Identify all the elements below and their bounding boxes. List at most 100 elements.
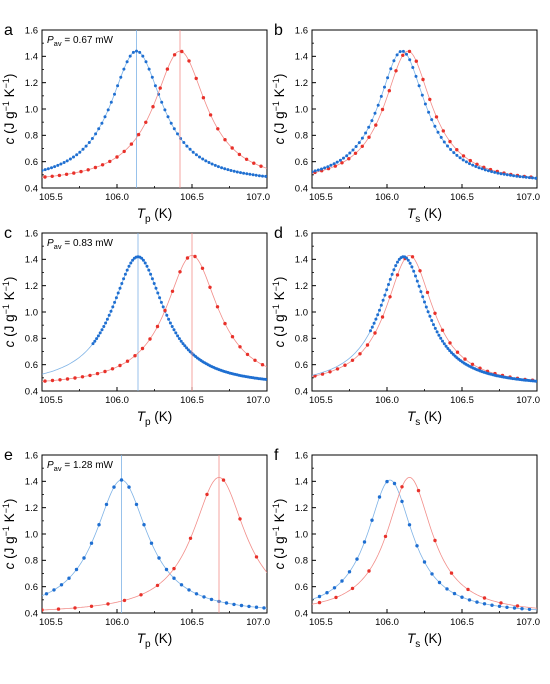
x-tick-label: 105.5 xyxy=(309,617,333,628)
data-point xyxy=(108,159,112,164)
data-point xyxy=(410,255,415,259)
data-point xyxy=(467,598,472,602)
data-point xyxy=(110,367,115,371)
data-point xyxy=(411,66,415,69)
fit-curve xyxy=(312,256,537,382)
fit-curve xyxy=(312,50,537,179)
data-point xyxy=(208,113,213,117)
data-point xyxy=(260,363,265,367)
data-point xyxy=(482,602,487,606)
data-point xyxy=(176,132,179,136)
x-tick-label: 107.0 xyxy=(516,617,540,628)
data-point xyxy=(424,305,428,309)
data-point xyxy=(502,172,506,176)
data-point xyxy=(59,162,63,166)
panel-c: 0.4 0.6 0.8 1.0 1.2 1.4 1.6 105.5 106.0 106.5 107.… xyxy=(1,225,270,428)
data-point xyxy=(483,168,487,172)
data-point xyxy=(332,162,336,166)
data-point xyxy=(496,171,500,175)
data-point xyxy=(136,132,141,137)
data-point xyxy=(348,151,352,155)
y-tick-label: 1.4 xyxy=(295,477,308,488)
data-point xyxy=(317,594,322,599)
data-point xyxy=(385,288,389,292)
data-point xyxy=(109,100,113,104)
data-point xyxy=(316,168,320,172)
fit-curve xyxy=(42,254,267,382)
y-tick-label: 0.8 xyxy=(295,131,308,142)
data-point xyxy=(335,367,340,371)
data-point xyxy=(140,256,144,260)
data-point xyxy=(490,170,494,174)
data-point xyxy=(84,144,88,148)
data-point xyxy=(471,163,475,167)
data-area xyxy=(42,30,267,188)
data-area xyxy=(42,455,267,613)
data-point xyxy=(113,92,116,96)
data-point xyxy=(127,485,131,489)
data-point xyxy=(194,76,198,81)
data-point xyxy=(446,347,450,350)
data-point xyxy=(74,567,79,572)
data-point xyxy=(142,523,146,527)
data-point xyxy=(353,151,358,155)
data-point xyxy=(187,588,191,592)
plot-frame xyxy=(311,232,538,392)
data-point xyxy=(151,105,155,109)
data-point xyxy=(111,305,115,309)
data-point xyxy=(104,502,109,507)
data-point xyxy=(414,274,417,278)
data-point xyxy=(342,156,345,160)
data-point xyxy=(56,163,60,167)
data-point xyxy=(395,273,400,277)
fit-curve xyxy=(312,50,537,179)
fit-curve xyxy=(42,476,267,611)
data-point xyxy=(215,305,220,309)
y-tick-label: 1.6 xyxy=(295,450,308,461)
x-tick-label: 105.5 xyxy=(309,395,333,406)
data-point xyxy=(204,159,208,163)
data-point xyxy=(534,176,537,180)
data-point xyxy=(365,343,370,347)
data-point xyxy=(392,268,396,272)
data-point xyxy=(440,328,445,332)
data-point xyxy=(73,376,77,380)
data-point xyxy=(441,129,445,133)
data-point xyxy=(372,321,376,325)
data-point xyxy=(257,174,261,178)
data-point xyxy=(509,173,512,177)
data-point xyxy=(340,161,344,165)
data-point xyxy=(155,324,160,329)
data-point xyxy=(254,173,258,177)
data-point xyxy=(122,277,126,281)
data-area xyxy=(312,476,537,611)
x-tick-label: 107.0 xyxy=(516,395,540,406)
data-point xyxy=(133,354,137,358)
data-point xyxy=(226,168,230,172)
data-point xyxy=(150,277,154,281)
plot-frame xyxy=(41,29,268,189)
y-tick-label: 1.0 xyxy=(295,307,308,318)
x-tick-label: 106.5 xyxy=(450,192,474,203)
y-tick-label: 0.6 xyxy=(295,157,308,168)
x-tick-label: 106.0 xyxy=(105,617,129,628)
data-point xyxy=(224,601,229,605)
data-point xyxy=(477,166,481,170)
y-axis-title: c (J g−1 K−1) xyxy=(1,499,17,570)
data-point xyxy=(145,264,149,268)
y-tick-label: 1.4 xyxy=(25,52,38,63)
data-point xyxy=(408,58,412,62)
data-point xyxy=(122,598,127,603)
data-point xyxy=(180,49,184,54)
data-point xyxy=(57,173,62,178)
x-tick-label: 107.0 xyxy=(246,395,270,406)
plot-frame xyxy=(41,454,268,614)
plot-frame xyxy=(311,29,538,189)
data-point xyxy=(400,499,404,504)
data-point xyxy=(208,285,212,289)
data-point xyxy=(147,268,151,272)
data-point xyxy=(172,127,176,131)
data-point xyxy=(216,127,220,131)
data-point xyxy=(165,67,170,71)
data-point xyxy=(377,495,382,499)
